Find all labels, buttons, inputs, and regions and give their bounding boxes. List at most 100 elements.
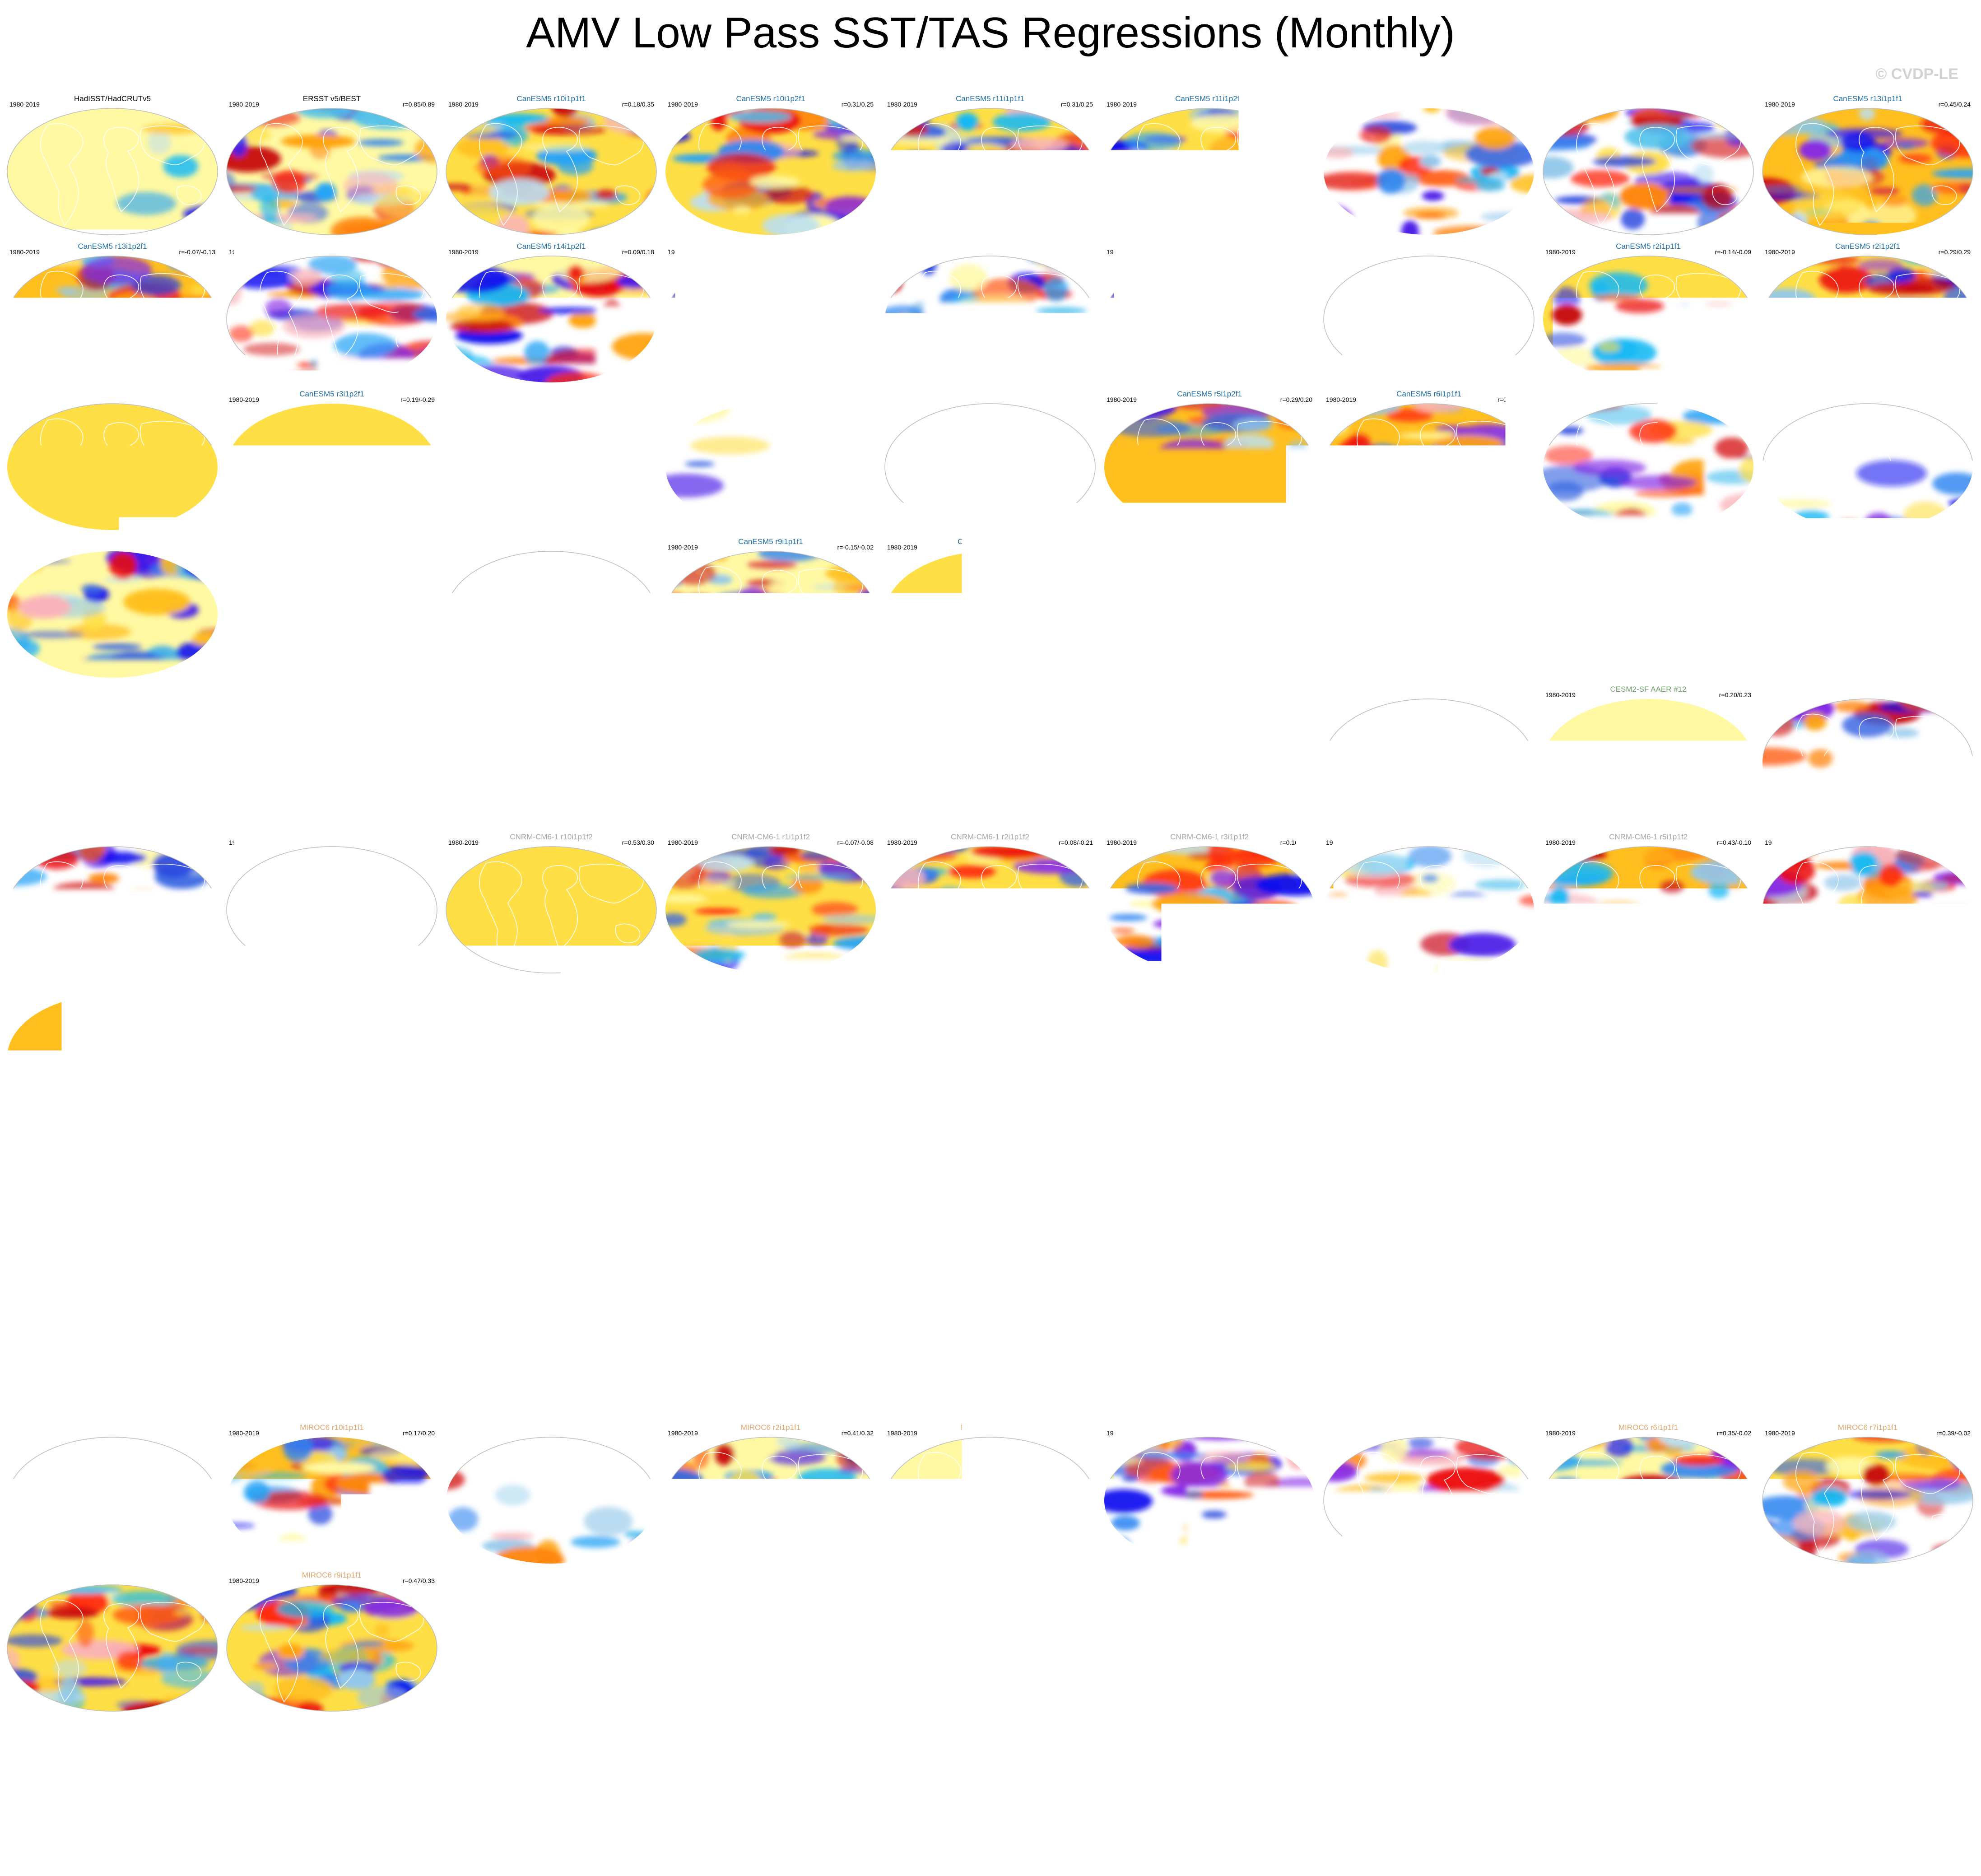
colorbar-swatch [693,1762,752,1785]
map-panel: 1980-2019 CESM2-SF AAER #7 r=0.50/0.35 [443,683,660,829]
map-panel: 1980-2019 CanESM5 r2i1p1f1 r=-0.14/-0.09 [1540,240,1757,386]
panel-header: 1980-2019 MIROC6 r2i1p1f1 r=0.41/0.32 [662,1421,879,1435]
regression-map [445,550,658,679]
map-panel: 1980-2019 MIROC6 r1i1p1f1 r=0.34/-0.03 [443,1421,660,1567]
regression-map [664,107,877,236]
regression-map [225,107,438,236]
panel-header: 1980-2014 GISS-E2-1-G r1i1p1f1 r=0.03/-0.2… [662,978,879,992]
colorbar-swatch [514,1762,574,1785]
regression-map [1103,402,1316,531]
map-panel: 1980-2014 GISS-E2-1-G r2i1p1f2 r=0.39/0.13 [1540,978,1757,1124]
panel-header: 1980-2019 CNRM-CM6-1 r2i1p1f2 r=0.08/-0.21 [882,831,1098,844]
regression-map [445,1140,658,1270]
map-panel: 1980-2019 MIROC6 r5i1p1f1 r=0.42/0.36 [1321,1421,1537,1567]
regression-map [1322,550,1535,679]
map-panel: 1980-2019 CESM2-SF AAER #2 r=0.50/0.14 [1321,535,1537,681]
regression-map [884,845,1097,974]
panel-header: 1980-2019 CanESM5 r14i1p2f1 r=0.09/0.18 [443,240,660,254]
regression-map [1761,993,1974,1122]
colorbar-tick-label: 2.4 [1325,1795,1370,1832]
map-panel: 1980-2019 CESM2-SF AAER #14 r=0.45/0.06 [4,831,221,976]
panel-header: 1980-2019 CESM2-SF AAER #11 r=0.07/-0.28 [1321,683,1537,697]
map-panel: 1980-2019 IPSL-CM6A-LR r1i1p1f1 r=0.18/0.0… [223,1274,440,1419]
regression-map [1542,1288,1755,1417]
map-panel: 1980-2019 CESM2-SF AAER #12 r=0.20/0.23 [1540,683,1757,829]
panel-header: 1980-2019 CESM2-SF AAER #13 r=0.50/0.23 [1759,683,1976,697]
colorbar-swatch [633,1762,693,1785]
map-panel: 1980-2019 IPSL-CM6A-LR r2i1p1f1 r=0.06/0.3… [443,1274,660,1419]
regression-map [1322,1436,1535,1565]
map-panel: 1980-2019 MIROC6 r8i1p1f1 r=0.02/0.19 [4,1569,221,1714]
map-panel: 1980-2019 CanESM5 r15i1p2f1 r=0.28/0.13 [882,240,1098,386]
panel-header: 1980-2019 CESM2-SF AAER #8 r=0.43/0.47 [662,683,879,697]
regression-map [1542,402,1755,531]
map-panel: 1980-2019 IPSL-CM6A-LR r5i1p1f1 r=0.38/0.2… [1101,1274,1318,1419]
regression-map [1322,255,1535,384]
panel-header: 1980-2019 MIROC6 r6i1p1f1 r=0.35/-0.02 [1540,1421,1757,1435]
panel-header: 1980-2019 CNRM-CM6-1 r5i1p1f2 r=0.43/-0.10 [1540,831,1757,844]
colorbar-tick-label: -2.4 [605,1795,661,1832]
map-panel: 1980-2019 CanESM5 r1i1p2f1 r=0.12/0.11 [1321,240,1537,386]
regression-map [225,1140,438,1270]
map-panel: 1980-2019 CanESM5 r11i1p1f1 r=0.31/0.25 [882,93,1098,238]
regression-map [1103,550,1316,679]
panel-header: 1980-2019 MIROC6 r8i1p1f1 r=0.02/0.19 [4,1569,221,1583]
regression-map [225,698,438,827]
map-panel: 1980-2019 CanESM5 r4i1p2f1 r=0.01/0.39 [662,388,879,533]
panel-header: 1980-2014 GISS-E2-1-G r4i1p1f1 r=0.19/-0.2… [662,1126,879,1140]
regression-map [445,402,658,531]
regression-map [884,402,1097,531]
regression-map [6,255,219,384]
colorbar-tick-label: 3.2 [1444,1795,1489,1832]
colorbar-tick-label: 0.8 [1087,1795,1132,1832]
regression-map [884,1140,1097,1270]
regression-map [6,1288,219,1417]
regression-map [1103,255,1316,384]
colorbar-swatch [931,1762,990,1785]
panel-header: 1980-2014 GISS-E2-1-G r2i1p1f1 r=0.22/0.07 [1321,978,1537,992]
panel-header: 1980-2019 MIROC6 r7i1p1f1 r=0.39/-0.02 [1759,1421,1976,1435]
regression-map [884,993,1097,1122]
map-panel: 1980-2019 HadISST/HadCRUTv5 [4,93,221,238]
panel-header: 1980-2019 MIROC6 r1i1p1f1 r=0.34/-0.03 [443,1421,660,1435]
panel-header: 1980-2014 GISS-E2-1-G r5i1p1f1 r=0.39/-0.0… [1321,1126,1537,1140]
panel-header: 1980-2019 IPSL-CM6A-LR r7i1p1f1 r=0.36/0.1… [1540,1274,1757,1287]
regression-map [1103,698,1316,827]
map-panel: 1980-2019 CanESM5 r10i1p1f1 r=0.18/0.35 [443,93,660,238]
map-panel: 1980-2019 CanESM5 r4i1p1f1 r=0.11/0.03 [443,388,660,533]
panel-header: 1980-2019 CanESM5 r11i1p2f1 r=-0.10/-0.17 [1101,93,1318,106]
panel-header: 1980-2019 CNRM-CM6-1 r3i1p1f2 r=0.16/0.31 [1101,831,1318,844]
regression-map [6,1140,219,1270]
regression-map [445,107,658,236]
map-panel: 1980-2019 CanESM5 r8i1p2f1 r=0.42/0.13 [443,535,660,681]
panel-header: 1980-2014 GISS-E2-1-G r3i1p3f1 r=0.08/-0.0… [443,1126,660,1140]
panel-header: 1980-2019 IPSL-CM6A-LR r1i1p1f1 r=0.18/0.0… [223,1274,440,1287]
map-panel: 1980-2019 MIROC6 r7i1p1f1 r=0.39/-0.02 [1759,1421,1976,1567]
panel-header: 1980-2019 CanESM5 r7i1p2f1 r=0.20/-0.08 [4,535,221,549]
map-panel: 1980-2019 IPSL-CM6A-LR r10i1p1f1 r=0.01/-0… [4,1274,221,1419]
regression-map [6,107,219,236]
regression-map [6,698,219,827]
regression-map [225,550,438,679]
panel-header: 1980-2019 CanESM5 r15i1p1f1 r=0.08/-0.27 [662,240,879,254]
map-panel: 1980-2019 IPSL-CM6A-LR r6i1p1f1 r=0.39/0.0… [1321,1274,1537,1419]
colorbar-tick-label: 4 [1577,1795,1595,1832]
colorbar-swatch [1348,1762,1407,1785]
panel-header: 1980-2019 IPSL-CM6A-LR r5i1p1f1 r=0.38/0.2… [1101,1274,1318,1287]
panel-header: 1980-2019 CanESM5 r9i1p2f1 r=0.05/-0.15 [882,535,1098,549]
regression-map [664,402,877,531]
regression-map [1542,1436,1755,1565]
regression-map [225,1288,438,1417]
panel-header: 1980-2019 CESM2-SF AAER #5 r=0.53/0.14 [4,683,221,697]
regression-map [1761,845,1974,974]
panel-header: 1980-2019 IPSL-CM6A-LR r6i1p1f1 r=0.39/0.0… [1321,1274,1537,1287]
regression-map [1103,993,1316,1122]
colorbar-tick-label: -1.6 [724,1795,780,1832]
panel-header: 1980-2019 CanESM5 r9i1p1f1 r=-0.15/-0.02 [662,535,879,549]
regression-map [1322,1140,1535,1270]
map-panel: 1980-2019 ERSST v5/BEST r=0.85/0.89 [223,93,440,238]
regression-map [445,1288,658,1417]
regression-map [1761,698,1974,827]
panel-title: HadISST/HadCRUTv5 [4,94,221,103]
panel-header: 1980-2014 GISS-E2-1-G r3i1p1f2 r=0.20/0.01 [223,1126,440,1140]
